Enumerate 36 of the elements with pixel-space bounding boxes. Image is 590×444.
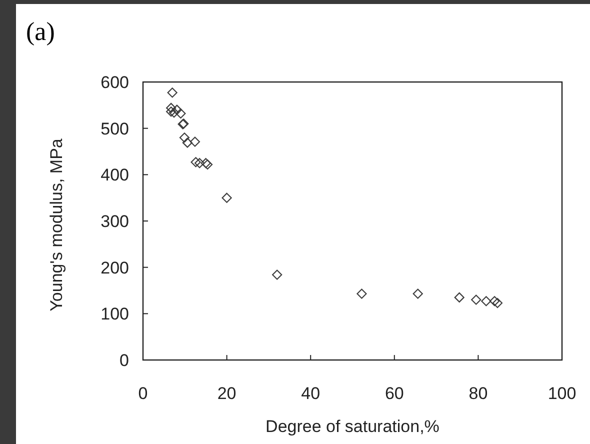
point [182,138,192,148]
point [492,298,503,308]
point [172,104,182,115]
y-tick-label: 600 [100,73,129,92]
y-tick-label: 200 [100,258,129,278]
point [412,288,423,299]
x-tick-label: 0 [138,384,148,403]
point [176,108,186,119]
point [190,157,201,168]
point [471,294,482,305]
point [489,296,500,306]
point [190,136,200,147]
point [454,292,464,302]
point [166,106,176,117]
point [167,88,178,98]
y-tick-label: 300 [100,212,129,231]
y-tick-label: 100 [100,304,129,324]
y-tick-label: 400 [100,166,129,185]
point [166,102,176,113]
x-tick-label: 20 [217,384,236,403]
x-tick-label: 100 [548,384,576,403]
y-tick-label: 0 [120,351,129,370]
x-tick-label: 80 [468,384,488,403]
x-tick-label: 60 [384,384,404,403]
point [481,296,492,306]
point [179,132,190,143]
y-tick-label: 500 [100,119,129,138]
chart-title: (a) [26,17,55,46]
point [272,270,282,280]
point [222,192,232,203]
point [168,108,180,118]
x-axis-title: Degree of saturation,% [266,417,440,436]
y-axis-title: Young's modulus, MPa [47,138,66,312]
point [194,158,205,168]
point [356,288,367,299]
x-tick-label: 40 [301,384,320,403]
